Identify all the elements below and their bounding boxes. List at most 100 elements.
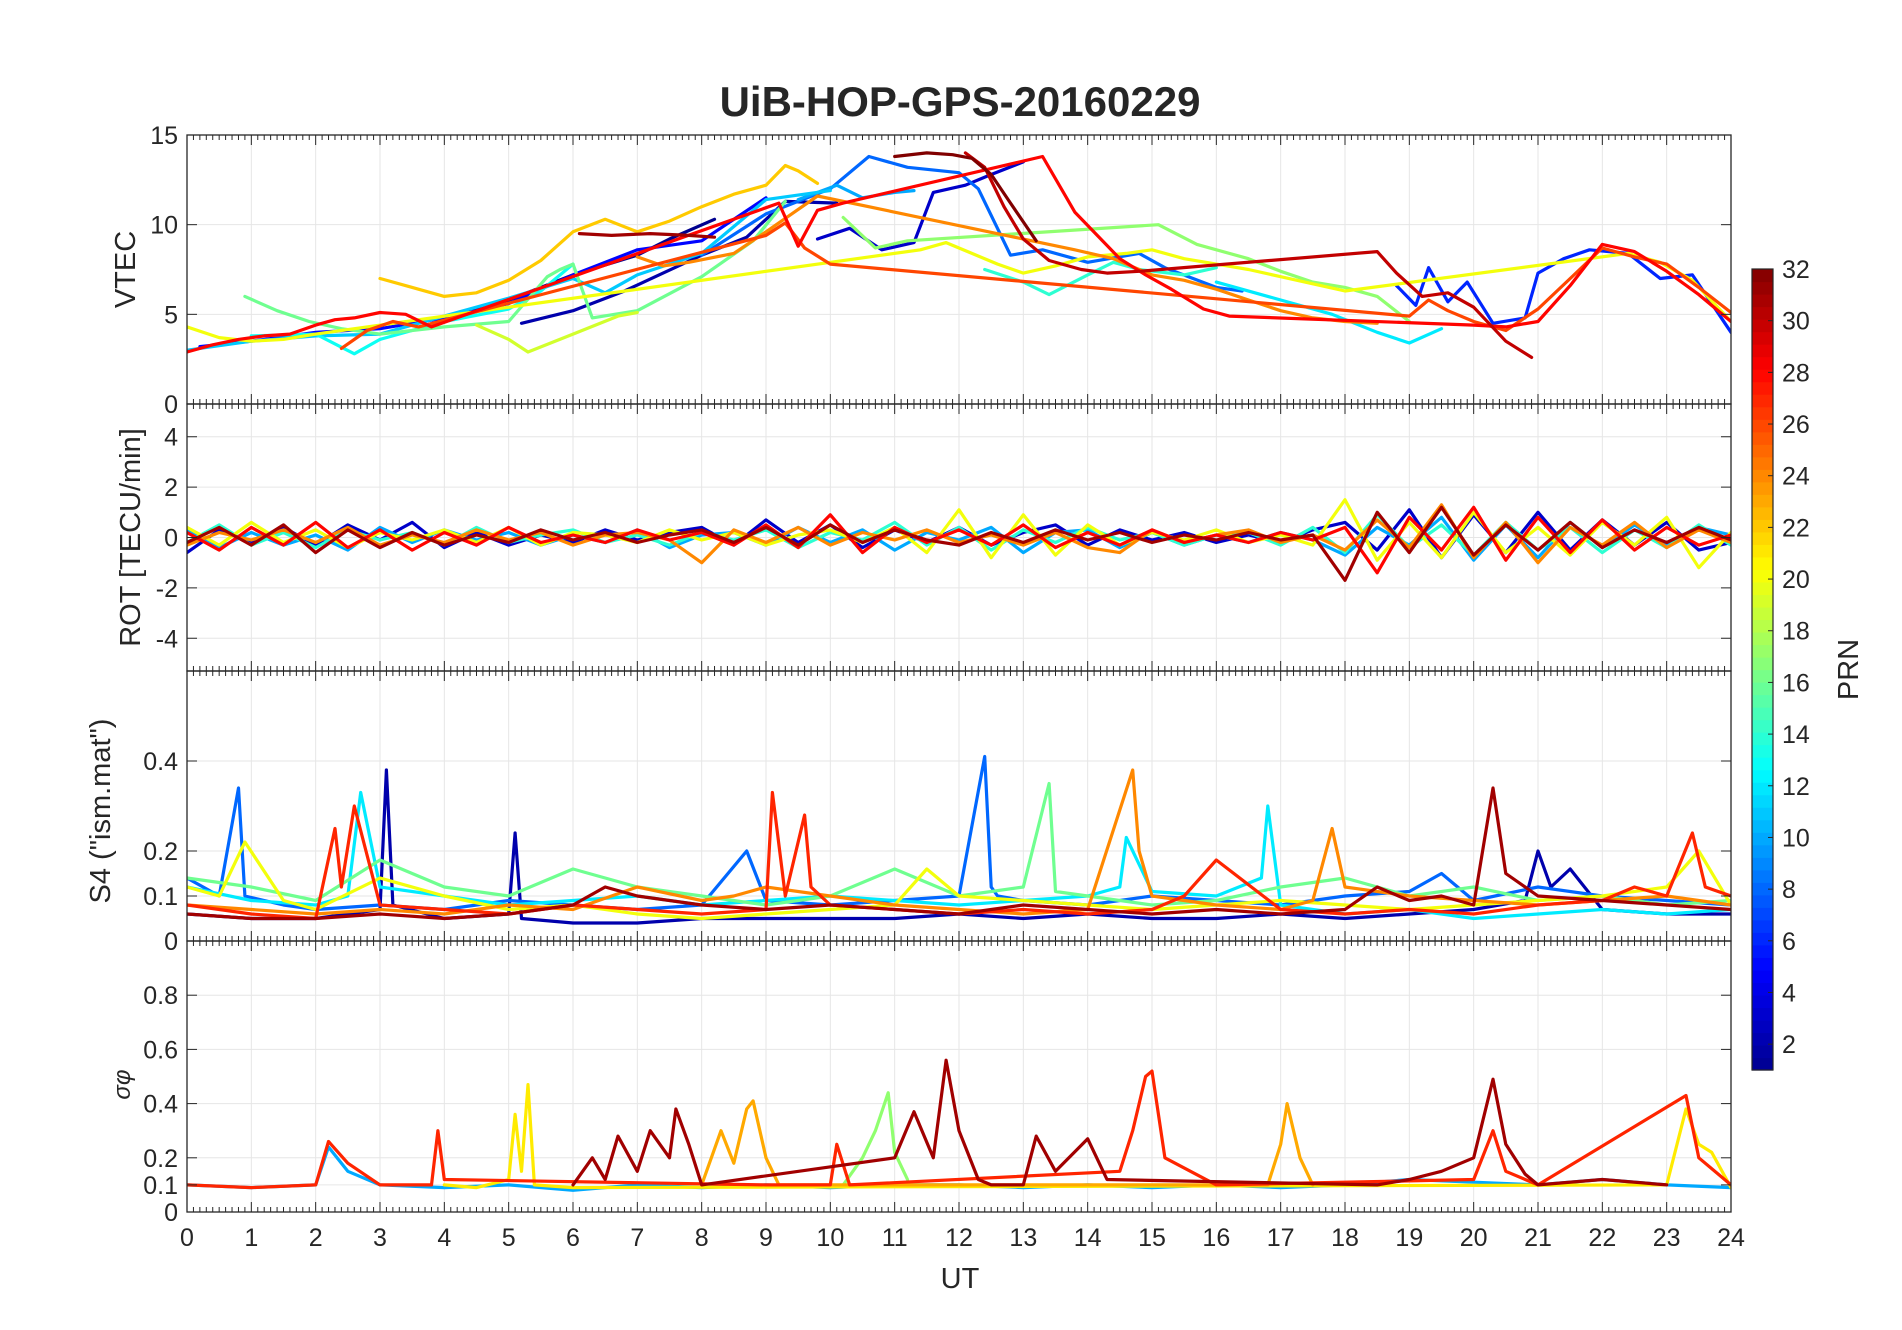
series-line-prn-13 [249, 262, 575, 356]
colorbar-band [1752, 506, 1773, 520]
colorbar-band [1752, 869, 1773, 883]
colorbar-band [1752, 832, 1773, 846]
colorbar-band [1752, 306, 1773, 320]
x-tick-label: 20 [1460, 1224, 1488, 1252]
colorbar-band [1752, 331, 1773, 345]
colorbar-tick-label: 30 [1782, 308, 1810, 336]
y-axis-label: σφ [109, 1069, 136, 1099]
colorbar-band [1752, 1007, 1773, 1021]
series-line-prn-6 [1394, 248, 1731, 334]
colorbar-band [1752, 656, 1773, 671]
colorbar-band [1752, 1044, 1773, 1059]
colorbar-band [1752, 444, 1773, 458]
x-tick-label: 22 [1588, 1224, 1616, 1252]
series-line-prn-22 [378, 163, 820, 298]
series-line-prn-12 [1214, 280, 1444, 345]
y-tick-label: 4 [164, 424, 178, 452]
y-tick-label: 0.1 [143, 883, 178, 911]
series-line-prn-17 [841, 215, 1411, 324]
x-tick-label: 24 [1717, 1224, 1745, 1252]
series-line-prn-31 [577, 232, 717, 239]
colorbar-band [1752, 844, 1773, 858]
colorbar-band [1752, 406, 1773, 420]
colorbar-band [1752, 1057, 1773, 1071]
series-line-prn-24 [635, 194, 1379, 325]
y-tick-label: 0.4 [143, 748, 178, 776]
colorbar-tick-label: 8 [1782, 876, 1796, 904]
y-tick-label: 0 [164, 1199, 178, 1227]
colorbar-band [1752, 456, 1773, 470]
chart-title: UiB-HOP-GPS-20160229 [720, 78, 1201, 125]
y-axis-label: ROT [TECU/min] [115, 428, 147, 647]
x-tick-label: 6 [566, 1224, 580, 1252]
series-group [187, 754, 1731, 925]
colorbar-frame [1751, 268, 1774, 1071]
colorbar-band [1752, 994, 1773, 1009]
series-line-prn-17 [841, 1091, 910, 1187]
colorbar-band [1752, 569, 1773, 583]
colorbar-tick-label: 32 [1782, 256, 1810, 284]
colorbar-tick-label: 22 [1782, 514, 1810, 542]
x-tick-label: 17 [1267, 1224, 1295, 1252]
colorbar-tick-label: 24 [1782, 463, 1810, 491]
series-line-prn-28 [187, 154, 1731, 354]
colorbar-band [1752, 481, 1773, 495]
y-tick-label: 0 [164, 391, 178, 419]
series-line-prn-27 [187, 1069, 1731, 1190]
y-tick-label: 0.1 [143, 1172, 178, 1200]
x-tick-label: 19 [1395, 1224, 1423, 1252]
colorbar-band [1752, 769, 1773, 783]
y-tick-label: 10 [150, 212, 178, 240]
colorbar-tick-label: 14 [1782, 721, 1810, 749]
panel-rot: -4 -2 0 2 4 ROT [TECU/min] [115, 403, 1732, 672]
y-tick-label: 0.2 [143, 1145, 178, 1173]
y-tick-label: 15 [150, 122, 178, 150]
series-line-prn-30 [963, 151, 1534, 359]
series-line-prn-24 [187, 503, 1731, 565]
colorbar-band [1752, 394, 1773, 408]
colorbar-band [1752, 1019, 1773, 1034]
series-line-prn-28 [187, 505, 1731, 575]
colorbar-band [1752, 419, 1773, 433]
y-tick-label: 0.4 [143, 1091, 178, 1119]
colorbar-band [1752, 544, 1773, 558]
colorbar-band [1752, 932, 1773, 946]
series-line-prn-16 [187, 781, 1731, 907]
y-tick-label: 0.6 [143, 1036, 178, 1064]
colorbar-band [1752, 531, 1773, 545]
x-tick-label: 7 [630, 1224, 644, 1252]
colorbar-tick-label: 10 [1782, 824, 1810, 852]
series-line-prn-31 [571, 1058, 1669, 1187]
panel-vtec: 0 5 10 15 VTEC [110, 122, 1732, 419]
colorbar-band [1752, 969, 1773, 983]
colorbar-band [1752, 381, 1773, 395]
series-line-prn-20 [187, 498, 1731, 570]
series-line-prn-31 [187, 505, 1731, 582]
colorbar-band [1752, 694, 1773, 708]
colorbar-tick-label: 4 [1782, 979, 1796, 1007]
series-group [187, 498, 1731, 582]
x-tick-label: 2 [309, 1224, 323, 1252]
y-tick-label: 2 [164, 474, 178, 502]
colorbar-band [1752, 631, 1773, 646]
colorbar-tick-label: 16 [1782, 669, 1810, 697]
series-line-prn-32 [893, 151, 1038, 243]
colorbar-band [1752, 669, 1773, 683]
x-tick-label: 1 [244, 1224, 258, 1252]
colorbar-band [1752, 356, 1773, 370]
series-line-prn-20 [187, 241, 1731, 343]
colorbar-band [1752, 819, 1773, 833]
series-group [187, 1058, 1731, 1192]
x-tick-label: 0 [180, 1224, 194, 1252]
panel-sigma: 00.10.2 0.4 0.6 0.8 σφ [109, 940, 1732, 1227]
colorbar-band [1752, 757, 1773, 771]
colorbar-band [1752, 782, 1773, 796]
colorbar-band [1752, 682, 1773, 696]
colorbar-band [1752, 807, 1773, 821]
colorbar-band [1752, 794, 1773, 808]
colorbar-band [1752, 744, 1773, 758]
colorbar-band [1752, 606, 1773, 621]
colorbar-band [1752, 982, 1773, 996]
